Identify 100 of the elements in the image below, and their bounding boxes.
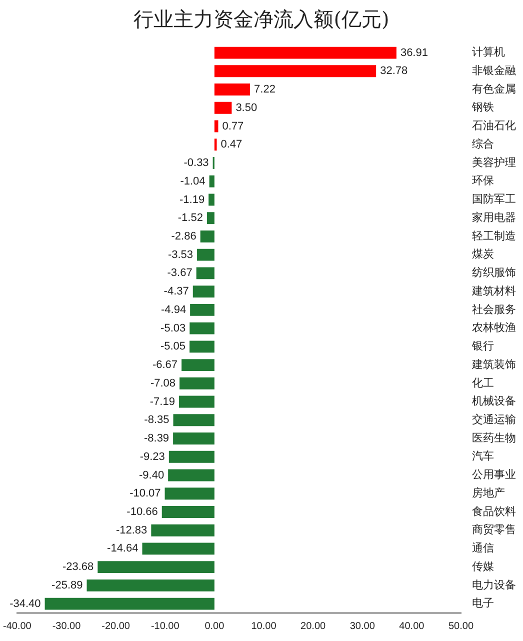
y-tick-label: 商贸零售 <box>472 523 516 536</box>
y-tick-label: 传媒 <box>472 560 494 573</box>
bar <box>208 194 214 206</box>
y-tick-label: 纺织服饰 <box>472 266 516 280</box>
bar <box>190 322 214 334</box>
bar <box>180 377 214 390</box>
y-tick-label: 房地产 <box>472 486 505 500</box>
data-label: 3.50 <box>236 102 258 114</box>
x-tick-label: -20.00 <box>102 620 130 632</box>
data-label: -34.40 <box>10 598 41 610</box>
y-tick-label: 食品饮料 <box>472 504 516 518</box>
data-label: -6.67 <box>152 359 178 372</box>
bar <box>162 506 214 518</box>
x-tick-label: -10.00 <box>150 620 180 632</box>
bar <box>197 248 214 261</box>
bar <box>86 579 214 592</box>
bar <box>206 212 214 224</box>
data-label: -4.94 <box>160 304 186 316</box>
x-tick-label: 10.00 <box>251 620 277 632</box>
data-label: -1.19 <box>179 194 205 206</box>
data-label: -3.67 <box>167 267 192 280</box>
bar <box>192 286 214 298</box>
x-tick-label: -40.00 <box>3 620 32 632</box>
y-tick-label: 石油石化 <box>472 119 516 132</box>
bar <box>44 598 214 610</box>
y-tick-label: 国防军工 <box>472 192 516 206</box>
bar <box>151 524 214 536</box>
data-label: -2.86 <box>171 230 196 242</box>
bar <box>168 469 214 482</box>
bar <box>178 396 214 408</box>
x-tick-label: 20.00 <box>300 620 326 632</box>
y-tick-label: 煤炭 <box>472 248 494 261</box>
bar <box>200 230 214 242</box>
y-tick-label: 通信 <box>472 542 494 555</box>
data-label: -10.66 <box>126 506 158 518</box>
y-tick-label: 环保 <box>472 174 494 188</box>
y-tick-label: 建筑材料 <box>471 284 516 298</box>
y-tick-label: 银行 <box>471 340 494 353</box>
data-label: 32.78 <box>380 65 408 78</box>
data-label: 7.22 <box>254 84 276 96</box>
bar <box>164 488 214 500</box>
y-tick-label: 公用事业 <box>472 468 516 482</box>
x-tick-label: 0.00 <box>204 620 225 632</box>
y-tick-label: 综合 <box>472 137 494 150</box>
y-tick-label: 电子 <box>472 596 494 610</box>
bar <box>214 46 396 59</box>
y-tick-label: 建筑装饰 <box>471 358 516 371</box>
bar <box>214 65 376 78</box>
x-tick-label: 30.00 <box>350 620 376 632</box>
data-label: -9.23 <box>140 450 165 463</box>
bar <box>98 561 214 574</box>
bar <box>209 175 214 188</box>
bar <box>168 450 214 463</box>
data-label: -25.89 <box>52 579 83 592</box>
data-label: -10.07 <box>130 488 161 500</box>
bar <box>196 267 214 280</box>
y-tick-label: 钢铁 <box>471 100 494 114</box>
bar <box>190 304 214 316</box>
bar <box>142 542 214 555</box>
x-tick-label: -30.00 <box>52 620 82 632</box>
data-label: 36.91 <box>400 46 428 59</box>
bar <box>173 414 214 426</box>
data-label: -8.39 <box>144 432 170 445</box>
data-label: -12.83 <box>116 524 148 536</box>
data-label: -3.53 <box>168 248 194 261</box>
y-tick-label: 非银金融 <box>472 64 516 78</box>
bar <box>214 102 232 114</box>
y-tick-label: 家用电器 <box>472 210 516 224</box>
data-label: 0.47 <box>220 138 242 151</box>
y-tick-label: 化工 <box>472 376 494 390</box>
data-label: -5.05 <box>160 340 186 353</box>
y-tick-label: 计算机 <box>472 46 505 59</box>
y-tick-label: 美容护理 <box>472 156 516 169</box>
y-tick-label: 有色金属 <box>472 82 516 96</box>
y-tick-label: 机械设备 <box>472 394 516 408</box>
y-tick-label: 医药生物 <box>472 431 516 444</box>
data-label: -7.08 <box>150 377 176 390</box>
data-label: -9.40 <box>139 469 164 482</box>
data-label: -1.52 <box>178 212 203 224</box>
y-tick-label: 轻工制造 <box>472 229 516 242</box>
y-tick-label: 汽车 <box>472 450 494 463</box>
y-tick-label: 农林牧渔 <box>472 321 516 334</box>
data-label: -4.37 <box>164 286 189 298</box>
bar <box>214 84 250 96</box>
y-tick-label: 社会服务 <box>472 302 516 316</box>
chart-title: 行业主力资金净流入额(亿元) <box>132 6 390 33</box>
data-label: -14.64 <box>107 542 138 555</box>
data-label: 0.77 <box>222 120 244 132</box>
data-label: -5.03 <box>160 322 186 334</box>
data-label: -0.33 <box>184 157 209 170</box>
data-label: -8.35 <box>144 414 170 426</box>
bar <box>182 359 214 372</box>
data-label: -23.68 <box>62 561 94 574</box>
y-tick-label: 电力设备 <box>472 578 516 592</box>
bar <box>173 432 214 444</box>
data-label: -7.19 <box>150 396 175 408</box>
x-tick-label: 40.00 <box>399 620 425 632</box>
bar <box>190 340 214 353</box>
data-label: -1.04 <box>180 175 206 188</box>
x-tick-label: 50.00 <box>448 620 474 632</box>
